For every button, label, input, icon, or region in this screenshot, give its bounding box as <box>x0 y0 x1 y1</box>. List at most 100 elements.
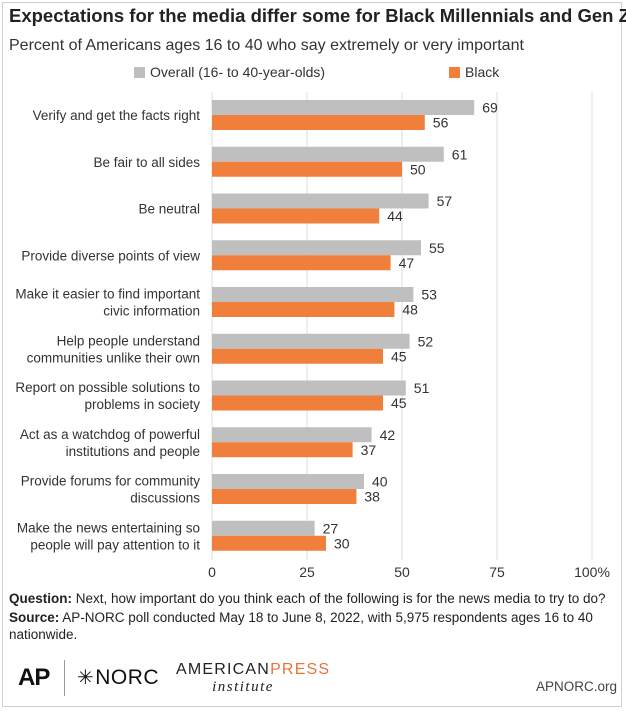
bar-overall <box>212 380 406 396</box>
norc-logo-text: NORC <box>95 666 160 689</box>
category-label-line: Provide forums for community <box>21 474 201 489</box>
category-label-line: discussions <box>130 491 200 506</box>
source-label: Source: <box>9 610 60 625</box>
category-label-line: Help people understand <box>57 333 200 348</box>
api-logo-top: AMERICANPRESS <box>176 661 329 679</box>
bar-black <box>212 442 353 458</box>
norc-logo: ✳NORC <box>77 665 159 690</box>
bar-overall <box>212 520 315 536</box>
bar-overall <box>212 146 444 162</box>
data-label: 50 <box>410 161 426 177</box>
category-label-line: Report on possible solutions to <box>15 380 200 395</box>
legend-item-black: Black <box>449 64 499 80</box>
category-label: Verify and get the facts right <box>33 108 201 123</box>
bar-overall <box>212 474 364 489</box>
category-label-line: Make the news entertaining so <box>17 520 200 535</box>
data-label: 40 <box>372 474 388 490</box>
question-note: Question: Next, how important do you thi… <box>9 590 615 607</box>
bar-overall <box>212 333 410 349</box>
data-label: 61 <box>452 146 468 162</box>
category-label-line: Be fair to all sides <box>93 155 200 170</box>
api-logo-american: AMERICAN <box>176 661 271 678</box>
category-label: Provide diverse points of view <box>21 248 200 263</box>
bar-black <box>212 535 326 551</box>
chart-subtitle: Percent of Americans ages 16 to 40 who s… <box>9 37 524 54</box>
category-label-line: Provide diverse points of view <box>21 248 200 263</box>
data-label: 44 <box>387 208 403 224</box>
x-tick-label: 50 <box>394 564 410 580</box>
chart-title: Expectations for the media differ some f… <box>9 5 626 26</box>
category-label-line: problems in society <box>84 397 200 412</box>
data-label: 57 <box>437 193 453 209</box>
legend-label-black: Black <box>465 64 500 80</box>
bar-black <box>212 302 395 317</box>
bar-overall <box>212 100 475 115</box>
data-label: 45 <box>391 348 407 364</box>
data-label: 45 <box>391 395 407 411</box>
bar-overall <box>212 193 429 209</box>
category-label-line: Verify and get the facts right <box>33 108 201 123</box>
category-label: Provide forums for community discussions <box>21 474 201 506</box>
data-label: 55 <box>429 240 445 256</box>
data-label: 51 <box>414 380 430 396</box>
question-text: Next, how important do you think each of… <box>72 591 606 606</box>
bar-overall <box>212 427 372 443</box>
category-label: Act as a watchdog of powerful institution… <box>20 427 200 459</box>
bar-black <box>212 348 383 364</box>
category-label-line: communities unlike their own <box>27 350 200 365</box>
bar-black <box>212 255 391 271</box>
logo-divider <box>64 660 65 696</box>
american-press-institute-logo: AMERICANPRESS institute <box>176 661 329 696</box>
data-label: 48 <box>402 302 418 318</box>
category-label-line: Be neutral <box>138 202 200 217</box>
bar-black <box>212 489 357 504</box>
category-label-line: institutions and people <box>66 444 200 459</box>
bar-black <box>212 115 425 130</box>
data-label: 27 <box>323 520 339 536</box>
bar-chart: 0 25 50 75 100% 69 56 Verify and get the facts … <box>15 92 610 580</box>
x-tick-label: 0 <box>208 564 216 580</box>
question-label: Question: <box>9 591 72 606</box>
data-label: 56 <box>433 115 449 131</box>
category-label: Make it easier to find important civic in… <box>15 287 200 319</box>
legend-swatch-overall <box>134 67 145 78</box>
x-tick-label: 75 <box>489 564 505 580</box>
category-label-line: Act as a watchdog of powerful <box>20 427 200 442</box>
data-label: 69 <box>482 100 498 116</box>
category-label: Make the news entertaining so people will… <box>17 520 200 552</box>
category-label-line: Make it easier to find important <box>15 287 200 302</box>
category-label-line: people will pay attention to it <box>30 537 200 552</box>
category-label: Help people understand communities unlike… <box>27 333 200 365</box>
category-label: Report on possible solutions to problems … <box>15 380 200 412</box>
data-label: 52 <box>418 333 434 349</box>
api-logo-press: PRESS <box>270 661 331 678</box>
data-label: 53 <box>421 287 437 303</box>
ap-logo: AP <box>18 664 50 691</box>
bar-black <box>212 395 383 411</box>
data-label: 47 <box>399 255 415 271</box>
bar-black <box>212 208 380 224</box>
legend-item-overall: Overall (16- to 40-year-olds) <box>134 64 325 80</box>
bar-overall <box>212 240 421 256</box>
api-logo-institute: institute <box>212 679 274 695</box>
source-note: Source: AP-NORC poll conducted May 18 to… <box>9 609 615 643</box>
category-label: Be fair to all sides <box>93 155 200 170</box>
logo-bar: AP ✳NORC AMERICANPRESS institute APNORC.… <box>0 652 626 702</box>
bar-overall <box>212 287 414 302</box>
legend-swatch-black <box>449 67 460 78</box>
data-label: 37 <box>361 442 377 458</box>
data-label: 42 <box>380 427 396 443</box>
data-label: 38 <box>364 489 380 505</box>
source-text: AP-NORC poll conducted May 18 to June 8,… <box>9 610 593 642</box>
norc-star-icon: ✳ <box>77 667 95 689</box>
bar-black <box>212 161 402 177</box>
x-tick-label: 100% <box>574 564 610 580</box>
category-label-line: civic information <box>103 304 200 319</box>
site-link[interactable]: APNORC.org <box>535 679 617 694</box>
data-label: 30 <box>334 535 350 551</box>
category-label: Be neutral <box>138 202 200 217</box>
legend-label-overall: Overall (16- to 40-year-olds) <box>150 64 326 80</box>
notes: Question: Next, how important do you thi… <box>9 590 615 645</box>
x-tick-label: 25 <box>299 564 315 580</box>
